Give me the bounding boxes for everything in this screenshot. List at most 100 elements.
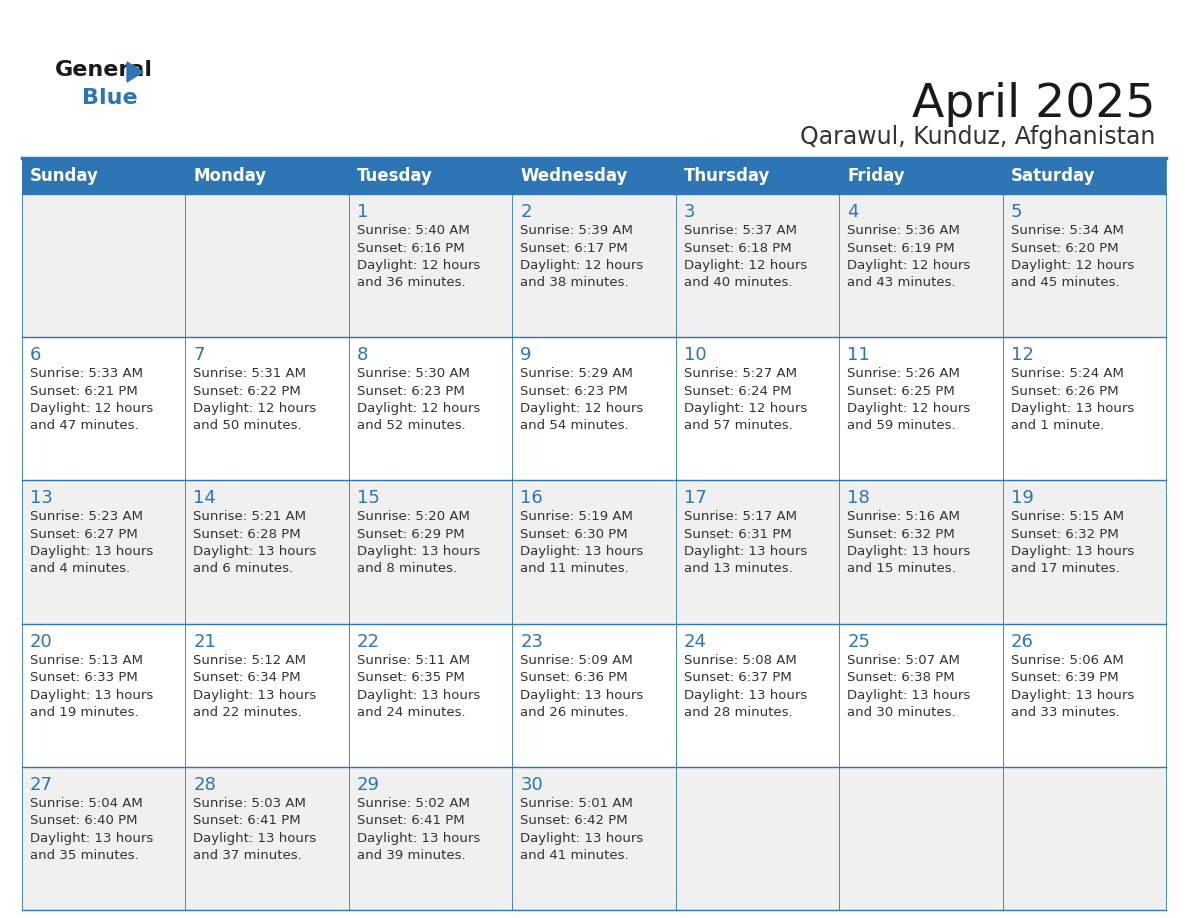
Text: Sunrise: 5:08 AM: Sunrise: 5:08 AM [684,654,796,666]
Text: Sunset: 6:27 PM: Sunset: 6:27 PM [30,528,138,541]
Bar [349,194,512,337]
Bar [839,480,1003,623]
Text: Saturday: Saturday [1011,167,1095,185]
Text: 29: 29 [356,776,380,794]
Text: 22: 22 [356,633,380,651]
Text: Sunrise: 5:26 AM: Sunrise: 5:26 AM [847,367,960,380]
Bar [349,623,512,767]
Text: Sunrise: 5:03 AM: Sunrise: 5:03 AM [194,797,307,810]
Bar [512,480,676,623]
Bar [839,767,1003,910]
Text: Sunset: 6:21 PM: Sunset: 6:21 PM [30,385,138,397]
Text: Sunset: 6:31 PM: Sunset: 6:31 PM [684,528,791,541]
Text: Sunset: 6:23 PM: Sunset: 6:23 PM [520,385,628,397]
Text: Daylight: 12 hours
and 43 minutes.: Daylight: 12 hours and 43 minutes. [847,259,971,289]
Text: Sunrise: 5:16 AM: Sunrise: 5:16 AM [847,510,960,523]
Text: Sunrise: 5:27 AM: Sunrise: 5:27 AM [684,367,797,380]
Text: Daylight: 13 hours
and 4 minutes.: Daylight: 13 hours and 4 minutes. [30,545,153,576]
Text: Sunrise: 5:20 AM: Sunrise: 5:20 AM [356,510,469,523]
Text: 25: 25 [847,633,870,651]
Bar [349,480,512,623]
Text: Daylight: 13 hours
and 19 minutes.: Daylight: 13 hours and 19 minutes. [30,688,153,719]
Bar [23,767,185,910]
Text: 15: 15 [356,489,380,508]
Text: Sunset: 6:19 PM: Sunset: 6:19 PM [847,241,955,254]
Text: Thursday: Thursday [684,167,770,185]
Text: Sunset: 6:34 PM: Sunset: 6:34 PM [194,671,301,684]
Bar [1003,337,1165,480]
Text: Sunrise: 5:30 AM: Sunrise: 5:30 AM [356,367,469,380]
Text: Sunrise: 5:24 AM: Sunrise: 5:24 AM [1011,367,1124,380]
Text: Wednesday: Wednesday [520,167,627,185]
Text: Daylight: 13 hours
and 41 minutes.: Daylight: 13 hours and 41 minutes. [520,832,644,862]
Text: 7: 7 [194,346,204,364]
Text: Sunrise: 5:15 AM: Sunrise: 5:15 AM [1011,510,1124,523]
Text: Sunset: 6:25 PM: Sunset: 6:25 PM [847,385,955,397]
Text: 10: 10 [684,346,707,364]
Bar [23,337,185,480]
Text: Daylight: 13 hours
and 37 minutes.: Daylight: 13 hours and 37 minutes. [194,832,317,862]
Text: Sunrise: 5:17 AM: Sunrise: 5:17 AM [684,510,797,523]
Text: 11: 11 [847,346,870,364]
Bar [1003,194,1165,337]
Bar [185,337,349,480]
Text: Sunrise: 5:21 AM: Sunrise: 5:21 AM [194,510,307,523]
Text: Sunset: 6:41 PM: Sunset: 6:41 PM [194,814,301,827]
Bar [23,623,185,767]
Bar [1003,623,1165,767]
Bar [512,194,676,337]
Text: 24: 24 [684,633,707,651]
Text: Sunset: 6:40 PM: Sunset: 6:40 PM [30,814,138,827]
Text: 14: 14 [194,489,216,508]
Text: 13: 13 [30,489,53,508]
Text: Sunrise: 5:40 AM: Sunrise: 5:40 AM [356,224,469,237]
Text: Sunset: 6:18 PM: Sunset: 6:18 PM [684,241,791,254]
Bar [1003,480,1165,623]
Text: Daylight: 13 hours
and 11 minutes.: Daylight: 13 hours and 11 minutes. [520,545,644,576]
Text: Daylight: 12 hours
and 52 minutes.: Daylight: 12 hours and 52 minutes. [356,402,480,432]
Text: Sunset: 6:20 PM: Sunset: 6:20 PM [1011,241,1118,254]
Text: Sunset: 6:42 PM: Sunset: 6:42 PM [520,814,628,827]
Text: 19: 19 [1011,489,1034,508]
Bar [676,480,839,623]
Text: 27: 27 [30,776,53,794]
Bar [839,337,1003,480]
Text: Daylight: 13 hours
and 1 minute.: Daylight: 13 hours and 1 minute. [1011,402,1133,432]
Text: Tuesday: Tuesday [356,167,432,185]
Bar [676,623,839,767]
Text: Daylight: 13 hours
and 39 minutes.: Daylight: 13 hours and 39 minutes. [356,832,480,862]
Text: Sunset: 6:36 PM: Sunset: 6:36 PM [520,671,628,684]
Text: Daylight: 12 hours
and 45 minutes.: Daylight: 12 hours and 45 minutes. [1011,259,1133,289]
Text: Sunrise: 5:36 AM: Sunrise: 5:36 AM [847,224,960,237]
Text: Sunrise: 5:02 AM: Sunrise: 5:02 AM [356,797,469,810]
Text: Daylight: 12 hours
and 47 minutes.: Daylight: 12 hours and 47 minutes. [30,402,153,432]
Text: 17: 17 [684,489,707,508]
Text: Sunrise: 5:09 AM: Sunrise: 5:09 AM [520,654,633,666]
Text: Sunset: 6:30 PM: Sunset: 6:30 PM [520,528,628,541]
Text: Monday: Monday [194,167,266,185]
Text: Sunset: 6:39 PM: Sunset: 6:39 PM [1011,671,1118,684]
Text: 23: 23 [520,633,543,651]
Bar [349,337,512,480]
Text: Sunset: 6:38 PM: Sunset: 6:38 PM [847,671,955,684]
Text: 9: 9 [520,346,532,364]
Text: Sunset: 6:32 PM: Sunset: 6:32 PM [1011,528,1118,541]
Bar [349,767,512,910]
Text: Daylight: 13 hours
and 13 minutes.: Daylight: 13 hours and 13 minutes. [684,545,807,576]
Text: Sunrise: 5:19 AM: Sunrise: 5:19 AM [520,510,633,523]
Text: 26: 26 [1011,633,1034,651]
Text: Sunrise: 5:29 AM: Sunrise: 5:29 AM [520,367,633,380]
Text: Daylight: 13 hours
and 30 minutes.: Daylight: 13 hours and 30 minutes. [847,688,971,719]
Bar [23,194,185,337]
Bar [23,158,1165,194]
Text: 4: 4 [847,203,859,221]
Text: Sunset: 6:35 PM: Sunset: 6:35 PM [356,671,465,684]
Text: Sunrise: 5:39 AM: Sunrise: 5:39 AM [520,224,633,237]
Text: Sunday: Sunday [30,167,99,185]
Text: Sunrise: 5:13 AM: Sunrise: 5:13 AM [30,654,143,666]
Text: Sunrise: 5:06 AM: Sunrise: 5:06 AM [1011,654,1124,666]
Text: Friday: Friday [847,167,905,185]
Text: Daylight: 12 hours
and 40 minutes.: Daylight: 12 hours and 40 minutes. [684,259,807,289]
Bar [676,194,839,337]
Bar [512,337,676,480]
